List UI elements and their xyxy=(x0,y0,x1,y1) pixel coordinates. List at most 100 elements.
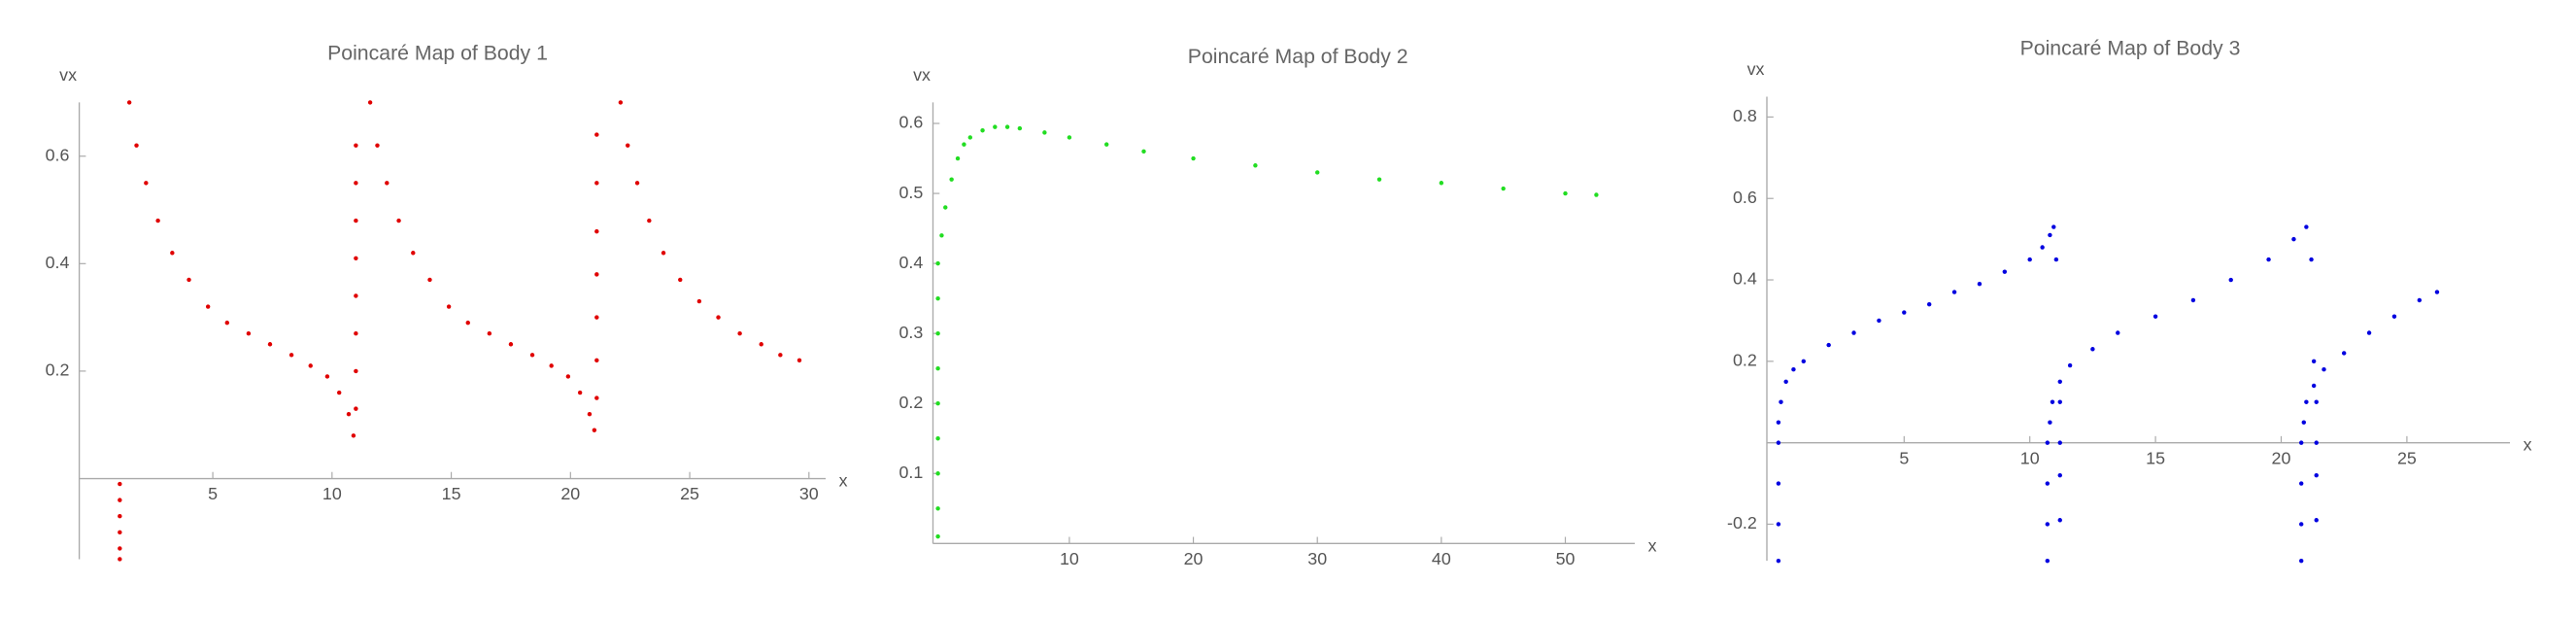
data-point xyxy=(678,277,683,283)
data-point xyxy=(288,353,294,358)
data-point xyxy=(935,401,940,406)
y-tick-label: -0.2 xyxy=(1727,513,1757,532)
data-point xyxy=(955,155,961,161)
x-tick-label: 20 xyxy=(2272,448,2291,467)
data-point xyxy=(1067,135,1072,140)
data-point xyxy=(2057,379,2062,384)
chart-title: Poincaré Map of Body 3 xyxy=(2020,37,2241,60)
data-point xyxy=(1376,177,1382,182)
data-point xyxy=(336,390,342,395)
data-point xyxy=(980,128,985,133)
data-point xyxy=(2301,420,2306,425)
data-point xyxy=(967,135,973,140)
data-point xyxy=(935,533,940,539)
data-point xyxy=(2045,522,2051,527)
data-point xyxy=(2045,481,2051,486)
data-point xyxy=(647,218,652,223)
data-point xyxy=(778,353,783,358)
x-tick-label: 30 xyxy=(799,484,819,503)
data-point xyxy=(2050,399,2055,404)
data-point xyxy=(2090,347,2095,352)
y-tick-label: 0.5 xyxy=(898,183,923,202)
x-tick-label: 20 xyxy=(1184,549,1203,568)
data-point xyxy=(487,330,492,336)
y-tick-label: 0.1 xyxy=(898,463,923,482)
y-tick-label: 0.4 xyxy=(1733,269,1757,289)
data-point xyxy=(2040,245,2045,250)
data-point xyxy=(935,330,940,336)
y-axis-label: vx xyxy=(913,65,931,85)
data-point xyxy=(2045,440,2051,445)
x-axis-label: x xyxy=(2524,435,2532,455)
y-tick-label: 0.6 xyxy=(46,145,70,164)
data-point xyxy=(935,260,940,266)
x-tick-label: 50 xyxy=(1556,549,1576,568)
data-point xyxy=(2048,420,2052,425)
data-point xyxy=(1783,379,1788,384)
data-point xyxy=(1902,310,1907,315)
data-point xyxy=(2417,297,2423,303)
data-point xyxy=(2190,297,2196,303)
data-point xyxy=(661,251,666,256)
data-point xyxy=(346,411,352,417)
data-point xyxy=(716,315,721,320)
data-point xyxy=(634,181,640,186)
data-point xyxy=(1776,440,1781,445)
data-point xyxy=(2152,314,2158,319)
data-point xyxy=(1776,481,1781,486)
data-point xyxy=(385,181,390,186)
data-point xyxy=(2067,362,2073,368)
data-point xyxy=(1801,359,1806,364)
data-point xyxy=(2298,558,2304,564)
data-point xyxy=(2434,290,2440,294)
data-point xyxy=(118,498,122,502)
y-axis-label: vx xyxy=(1747,59,1765,79)
data-point xyxy=(118,546,122,551)
chart-title: Poincaré Map of Body 2 xyxy=(1188,45,1408,68)
data-point xyxy=(549,363,554,368)
data-point xyxy=(962,142,966,147)
x-tick-label: 30 xyxy=(1307,549,1327,568)
data-point xyxy=(587,411,593,417)
data-point xyxy=(1877,318,1881,324)
data-point xyxy=(446,304,452,309)
data-point xyxy=(354,256,358,260)
data-point xyxy=(2116,330,2120,335)
x-tick-label: 15 xyxy=(442,484,461,503)
data-point xyxy=(2057,518,2062,523)
x-tick-label: 5 xyxy=(208,484,218,503)
data-point xyxy=(2304,399,2309,404)
x-tick-label: 10 xyxy=(2020,448,2040,467)
data-point xyxy=(354,218,358,223)
data-point xyxy=(935,471,940,476)
data-point xyxy=(696,298,702,304)
data-point xyxy=(508,342,514,347)
data-point xyxy=(594,395,599,400)
data-point xyxy=(2266,257,2271,262)
x-tick-label: 10 xyxy=(1060,549,1079,568)
data-point xyxy=(939,233,944,238)
data-point xyxy=(1776,522,1781,527)
y-tick-label: 0.6 xyxy=(1733,188,1757,207)
x-tick-label: 40 xyxy=(1432,549,1451,568)
data-point xyxy=(1951,290,1957,294)
data-point xyxy=(2291,236,2296,242)
data-point xyxy=(1594,192,1599,197)
data-point xyxy=(354,368,358,374)
data-point xyxy=(354,181,358,186)
data-point xyxy=(155,218,160,223)
data-point xyxy=(2311,383,2317,389)
data-point xyxy=(2045,558,2051,564)
y-tick-label: 0.4 xyxy=(898,253,923,272)
data-point xyxy=(411,251,416,256)
data-point xyxy=(2057,440,2062,445)
data-point xyxy=(935,506,940,511)
data-point xyxy=(2228,277,2233,283)
x-tick-label: 20 xyxy=(560,484,580,503)
data-point xyxy=(2298,522,2304,527)
data-point xyxy=(246,330,252,336)
data-point xyxy=(1004,124,1010,129)
y-axis-label: vx xyxy=(59,65,77,85)
data-point xyxy=(118,514,122,519)
y-tick-label: 0.2 xyxy=(898,393,923,412)
